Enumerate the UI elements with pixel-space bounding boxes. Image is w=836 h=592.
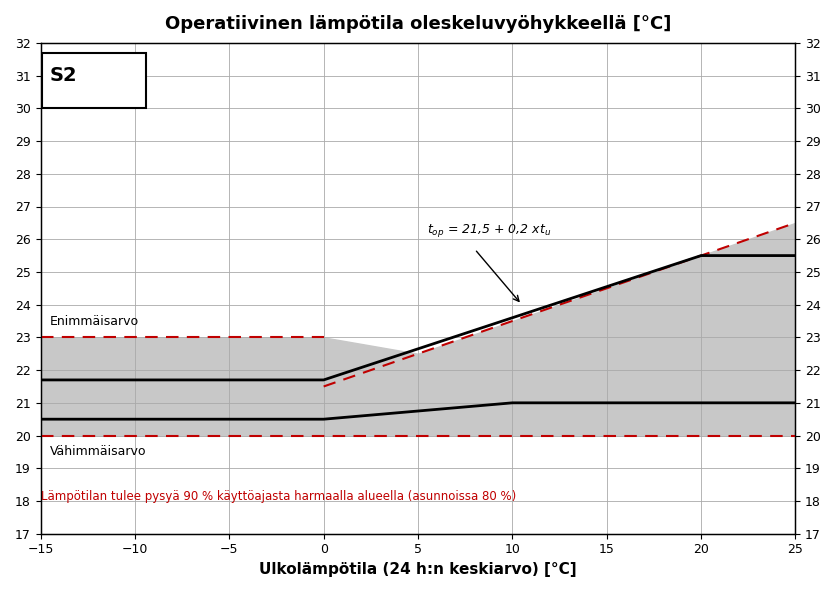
Text: S2: S2 [50, 66, 78, 85]
Text: $t_{op}$ = 21,5 + 0,2 xt$_{u}$: $t_{op}$ = 21,5 + 0,2 xt$_{u}$ [427, 222, 552, 239]
FancyBboxPatch shape [43, 53, 146, 108]
X-axis label: Ulkolämpötila (24 h:n keskiarvo) [°C]: Ulkolämpötila (24 h:n keskiarvo) [°C] [259, 562, 577, 577]
Text: Lämpötilan tulee pysyä 90 % käyttöajasta harmaalla alueella (asunnoissa 80 %): Lämpötilan tulee pysyä 90 % käyttöajasta… [41, 490, 516, 503]
Text: Enimmäisarvo: Enimmäisarvo [50, 314, 139, 327]
Text: Vähimmäisarvo: Vähimmäisarvo [50, 445, 146, 458]
Title: Operatiivinen lämpötila oleskeluvyöhykkeellä [°C]: Operatiivinen lämpötila oleskeluvyöhykke… [165, 15, 671, 33]
